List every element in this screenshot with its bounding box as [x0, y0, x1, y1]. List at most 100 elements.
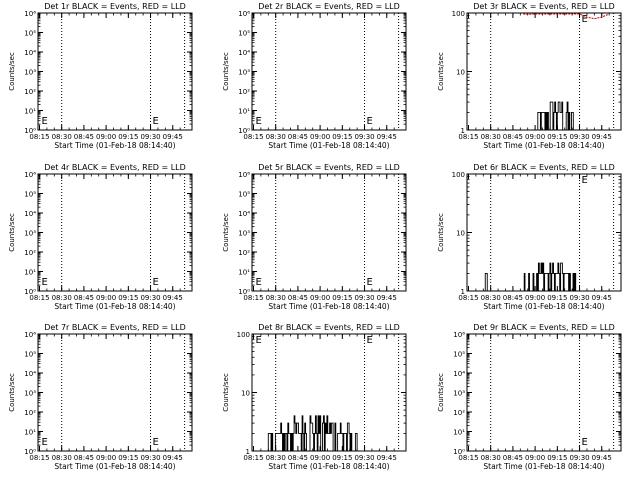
x-tick-label: 08:30	[266, 294, 286, 302]
y-axis-label: Counts/sec	[437, 52, 445, 91]
x-tick-label: 08:15	[29, 454, 49, 462]
y-tick-label: 10⁶	[238, 171, 250, 179]
plot-title: Det 4r BLACK = Events, RED = LLD	[44, 163, 186, 172]
x-axis-label: Start Time (01-Feb-18 08:14:40)	[483, 141, 604, 150]
y-tick-label: 10	[241, 390, 250, 398]
x-axis-label: Start Time (01-Feb-18 08:14:40)	[483, 302, 604, 311]
plot-title: Det 7r BLACK = Events, RED = LLD	[44, 323, 186, 332]
x-axis-label: Start Time (01-Feb-18 08:14:40)	[268, 462, 389, 471]
x-tick-label: 08:15	[458, 454, 478, 462]
x-tick-label: 09:00	[310, 133, 330, 141]
event-marker-label: E	[255, 335, 261, 346]
y-tick-label: 10⁶	[24, 10, 36, 18]
y-tick-label: 10⁴	[24, 49, 36, 57]
y-tick-label: 1	[461, 288, 465, 296]
y-tick-label: 10²	[24, 249, 36, 257]
x-tick-label: 09:00	[96, 454, 116, 462]
event-marker-label: E	[367, 335, 373, 346]
y-tick-label: 10³	[238, 230, 250, 238]
x-axis-label: Start Time (01-Feb-18 08:14:40)	[54, 462, 175, 471]
x-tick-label: 09:00	[96, 133, 116, 141]
x-tick-label: 08:30	[481, 454, 501, 462]
plot-frame	[251, 12, 407, 131]
event-marker-label: E	[582, 14, 588, 25]
x-tick-label: 08:45	[74, 133, 94, 141]
x-tick-label: 08:30	[481, 133, 501, 141]
plot-title: Det 3r BLACK = Events, RED = LLD	[473, 2, 615, 11]
event-series-line	[535, 101, 576, 131]
y-axis-label: Counts/sec	[8, 52, 16, 91]
x-tick-label: 09:15	[547, 294, 567, 302]
x-tick-label: 08:15	[29, 294, 49, 302]
plot-title: Det 1r BLACK = Events, RED = LLD	[44, 2, 186, 11]
x-tick-label: 09:45	[377, 294, 397, 302]
x-tick-label: 08:45	[288, 454, 308, 462]
x-tick-label: 09:15	[118, 133, 138, 141]
plot-panel: Det 1r BLACK = Events, RED = LLD 10⁰ 10¹ 10…	[8, 2, 193, 150]
y-tick-label: 10¹	[24, 269, 36, 277]
y-tick-label: 100	[452, 10, 465, 18]
y-tick-label: 10³	[24, 230, 36, 238]
y-tick-label: 10²	[24, 88, 36, 96]
plot-frame	[37, 333, 193, 452]
y-tick-label: 10⁰	[238, 127, 250, 135]
plot-title: Det 6r BLACK = Events, RED = LLD	[473, 163, 615, 172]
y-tick-label: 10⁴	[24, 370, 36, 378]
x-tick-label: 09:45	[592, 454, 612, 462]
y-tick-label: 10⁵	[24, 351, 36, 359]
x-tick-label: 09:30	[354, 294, 374, 302]
y-tick-label: 10⁵	[24, 191, 36, 199]
x-tick-label: 08:15	[458, 294, 478, 302]
x-tick-label: 08:30	[266, 454, 286, 462]
y-tick-label: 10⁵	[238, 191, 250, 199]
event-marker-label: E	[41, 116, 47, 127]
event-series-line	[263, 415, 361, 452]
y-tick-label: 10¹	[24, 108, 36, 116]
x-tick-label: 09:45	[592, 294, 612, 302]
x-tick-label: 09:30	[569, 454, 589, 462]
plot-panel: Det 9r BLACK = Events, RED = LLD 10⁰ 10¹ 10…	[437, 323, 622, 471]
x-axis-label: Start Time (01-Feb-18 08:14:40)	[54, 302, 175, 311]
x-tick-label: 08:30	[266, 133, 286, 141]
y-tick-label: 10⁰	[453, 448, 465, 456]
y-tick-label: 10²	[238, 249, 250, 257]
plot-title: Det 2r BLACK = Events, RED = LLD	[258, 2, 400, 11]
y-axis-label: Counts/sec	[437, 213, 445, 252]
y-axis-label: Counts/sec	[8, 373, 16, 412]
x-tick-label: 08:45	[288, 294, 308, 302]
event-marker-label: E	[153, 116, 159, 127]
plot-panel: Det 6r BLACK = Events, RED = LLD 1 10 100 08…	[437, 163, 622, 311]
y-tick-label: 10	[456, 230, 465, 238]
event-marker-label: E	[41, 437, 47, 448]
event-marker-label: E	[582, 437, 588, 448]
y-tick-label: 10⁰	[24, 288, 36, 296]
y-tick-label: 10²	[238, 88, 250, 96]
event-marker-label: E	[367, 116, 373, 127]
x-tick-label: 09:30	[354, 133, 374, 141]
y-tick-label: 10⁰	[24, 127, 36, 135]
y-tick-label: 10⁰	[238, 288, 250, 296]
x-tick-label: 08:45	[503, 133, 523, 141]
plot-frame	[37, 12, 193, 131]
event-marker-label: E	[255, 277, 261, 288]
x-tick-label: 08:45	[74, 454, 94, 462]
x-tick-label: 09:30	[569, 133, 589, 141]
x-tick-label: 08:15	[243, 133, 263, 141]
x-tick-label: 09:15	[332, 454, 352, 462]
x-axis-label: Start Time (01-Feb-18 08:14:40)	[54, 141, 175, 150]
y-tick-label: 10⁰	[24, 448, 36, 456]
lld-series-line	[523, 13, 610, 20]
y-axis-label: Counts/sec	[222, 213, 230, 252]
y-tick-label: 1	[246, 448, 250, 456]
y-tick-label: 10⁶	[24, 331, 36, 339]
y-tick-label: 100	[237, 331, 250, 339]
event-marker-label: E	[153, 277, 159, 288]
y-tick-label: 10¹	[238, 269, 250, 277]
y-tick-label: 10²	[453, 409, 465, 417]
y-tick-label: 10³	[24, 69, 36, 77]
y-tick-label: 10⁵	[24, 30, 36, 38]
x-tick-label: 08:30	[52, 133, 72, 141]
y-tick-label: 10¹	[24, 429, 36, 437]
y-tick-label: 10¹	[453, 429, 465, 437]
x-tick-label: 09:45	[592, 133, 612, 141]
